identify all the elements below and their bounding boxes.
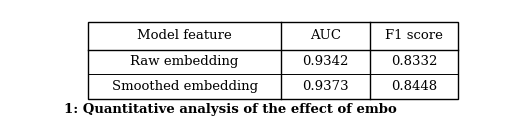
Text: Smoothed embedding: Smoothed embedding: [111, 80, 257, 93]
Text: 0.8448: 0.8448: [391, 80, 437, 93]
Text: AUC: AUC: [310, 29, 341, 42]
Text: 0.8332: 0.8332: [391, 55, 437, 68]
Text: Raw embedding: Raw embedding: [131, 55, 239, 68]
Text: Model feature: Model feature: [137, 29, 232, 42]
Text: F1 score: F1 score: [385, 29, 443, 42]
Text: 1: Quantitative analysis of the effect of embo: 1: Quantitative analysis of the effect o…: [64, 103, 397, 116]
Text: 0.9373: 0.9373: [302, 80, 348, 93]
Bar: [89, 22, 458, 99]
Text: 0.9342: 0.9342: [302, 55, 348, 68]
